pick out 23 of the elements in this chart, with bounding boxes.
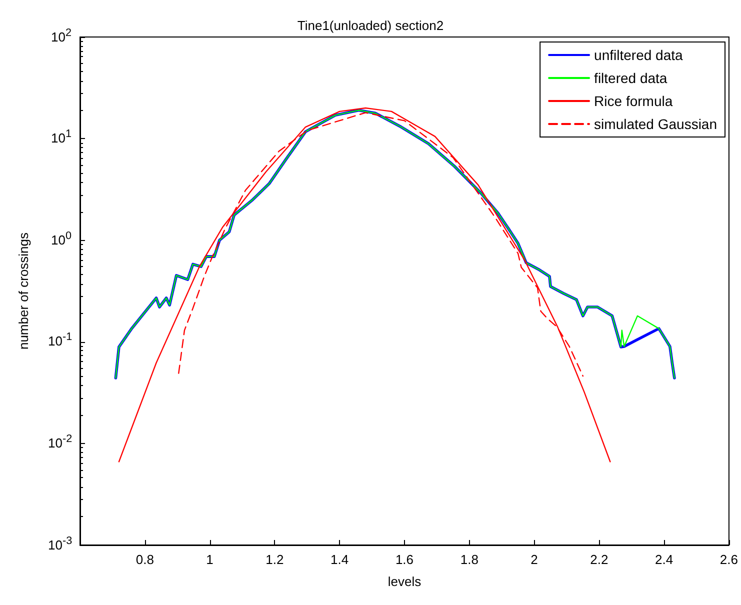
legend-label: unfiltered data <box>594 47 683 63</box>
y-tick-label: 10$^{0}$ <box>51 230 72 248</box>
legend-label: simulated Gaussian <box>594 116 717 132</box>
legend-label: filtered data <box>594 70 668 86</box>
legend-label: Rice formula <box>594 93 673 109</box>
x-tick-label: 1.6 <box>395 552 414 567</box>
x-tick-label: 2 <box>530 552 538 567</box>
x-axis-title: levels <box>388 574 422 589</box>
y-tick-label: 10$^{-2}$ <box>48 432 72 450</box>
y-tick-label: 10$^{1}$ <box>51 128 72 146</box>
x-tick-label: 1 <box>206 552 214 567</box>
y-tick-label: 10$^{2}$ <box>51 26 72 44</box>
y-tick-label: 10$^{-1}$ <box>48 331 72 349</box>
x-tick-label: 1.4 <box>330 552 349 567</box>
x-tick-label: 0.8 <box>136 552 154 567</box>
x-tick-label: 2.6 <box>720 552 738 567</box>
x-tick-label: 2.2 <box>590 552 608 567</box>
x-tick-label: 1.2 <box>266 552 284 567</box>
y-tick-label: 10$^{-3}$ <box>48 534 72 552</box>
x-tick-label: 2.4 <box>655 552 674 567</box>
x-tick-label: 1.8 <box>460 552 478 567</box>
y-axis-title: number of crossings <box>16 232 31 350</box>
chart-title: Tine1(unloaded) section2 <box>297 18 444 33</box>
